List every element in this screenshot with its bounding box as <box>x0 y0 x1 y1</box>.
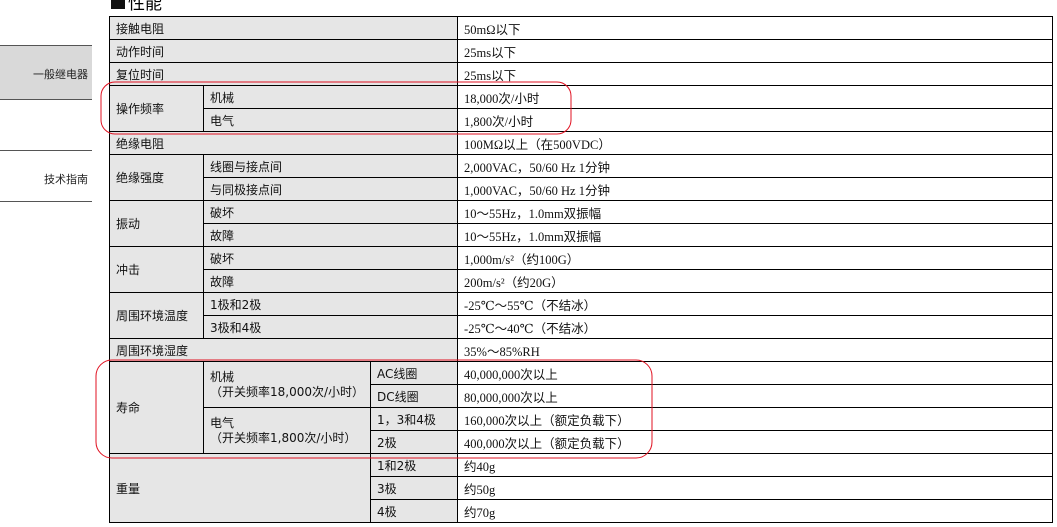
sub-label: 故障 <box>202 223 459 247</box>
sub-sub-label: 2极 <box>369 430 459 454</box>
sub-label: 1极和2极 <box>202 292 459 316</box>
row-label: 接触电阻 <box>108 16 459 40</box>
section-heading: 性能 <box>111 0 162 14</box>
row-value: 约40g <box>457 453 1053 477</box>
table-row: 故障 10～55Hz，1.0mm双振幅 <box>110 223 1053 247</box>
row-value: -25℃～40℃（不结冰） <box>457 315 1053 339</box>
table-row: 操作频率 机械 18,000次/小时 <box>109 85 1053 132</box>
row-value: 10～55Hz，1.0mm双振幅 <box>457 223 1053 247</box>
row-label: 复位时间 <box>108 62 459 86</box>
table-row: 寿命 机械 （开关频率18,000次/小时） AC线圈 40,000,000次以上 <box>109 361 1053 454</box>
sub-sub-label: 1和2极 <box>369 453 459 477</box>
sub-label: 破坏 <box>202 246 459 270</box>
row-value: 1,000m/s²（约100G） <box>457 246 1053 270</box>
row-value: 400,000次以上（额定负载下） <box>457 430 1053 454</box>
row-label: 周围环境湿度 <box>108 338 459 362</box>
row-value: 25ms以下 <box>457 39 1053 63</box>
table-row: 绝缘强度 线圈与接点间 2,000VAC，50/60 Hz 1分钟 <box>109 154 1053 201</box>
table-row: 冲击 破坏 1,000m/s²（约100G） <box>109 246 1053 293</box>
row-label: 绝缘强度 <box>109 154 204 201</box>
row-value: 40,000,000次以上 <box>457 361 1053 385</box>
row-label: 振动 <box>109 200 204 247</box>
sidebar-item-label: 技术指南 <box>44 173 88 186</box>
table-row: 4极 约70g <box>110 499 1053 523</box>
row-value: 160,000次以上（额定负载下） <box>457 407 1053 431</box>
table-row: 电气 （开关频率1,800次/小时） 1，3和4极 160,000次以上（额定负载下） <box>110 407 1053 454</box>
sub-label: 与同极接点间 <box>202 177 459 201</box>
sub-sub-label: 4极 <box>369 499 459 523</box>
heading-text: 性能 <box>128 0 162 14</box>
row-value: 约70g <box>457 499 1053 523</box>
sub-label-note: （开关频率18,000次/小时） <box>210 384 365 399</box>
sub-sub-label: DC线圈 <box>369 384 459 408</box>
row-label: 冲击 <box>109 246 204 293</box>
sidebar-item-general-relays[interactable]: 一般继电器 <box>0 45 92 100</box>
row-value: 200m/s²（约20G） <box>457 269 1053 293</box>
row-label: 绝缘电阻 <box>108 131 459 155</box>
sub-label: 电气 （开关频率1,800次/小时） <box>203 407 371 454</box>
sub-label-note: （开关频率1,800次/小时） <box>210 430 357 445</box>
row-value: 100MΩ以上（在500VDC） <box>457 131 1053 155</box>
divider <box>0 150 92 151</box>
row-value: 25ms以下 <box>457 62 1053 86</box>
row-value: 80,000,000次以上 <box>457 384 1053 408</box>
table-row: 故障 200m/s²（约20G） <box>110 269 1053 293</box>
sub-label: 线圈与接点间 <box>202 154 459 178</box>
table-row: 3极和4极 -25℃～40℃（不结冰） <box>110 315 1053 339</box>
table-row: 动作时间 25ms以下 <box>108 39 1053 63</box>
row-label: 周围环境温度 <box>109 292 204 339</box>
sidebar-item-label: 一般继电器 <box>33 68 88 81</box>
sub-sub-label: AC线圈 <box>369 361 459 385</box>
square-bullet-icon <box>111 0 125 9</box>
table-row: 与同极接点间 1,000VAC，50/60 Hz 1分钟 <box>110 177 1053 201</box>
row-value: 35%～85%RH <box>457 338 1053 362</box>
row-value: 1,000VAC，50/60 Hz 1分钟 <box>457 177 1053 201</box>
row-value: -25℃～55℃（不结冰） <box>457 292 1053 316</box>
sub-label-title: 电气 <box>210 415 235 430</box>
table-row: 绝缘电阻 100MΩ以上（在500VDC） <box>108 131 1053 155</box>
row-value: 2,000VAC，50/60 Hz 1分钟 <box>457 154 1053 178</box>
table-row: 振动 破坏 10～55Hz，1.0mm双振幅 <box>109 200 1053 247</box>
sub-label: 故障 <box>202 269 459 293</box>
sub-label: 机械 <box>202 85 459 109</box>
sub-sub-label: 1，3和4极 <box>369 407 459 431</box>
divider <box>0 201 92 202</box>
sub-label: 破坏 <box>202 200 459 224</box>
row-value: 10～55Hz，1.0mm双振幅 <box>457 200 1053 224</box>
row-label: 寿命 <box>109 361 204 454</box>
sub-sub-label: 3极 <box>369 476 459 500</box>
row-value: 约50g <box>457 476 1053 500</box>
sub-label: 电气 <box>202 108 459 132</box>
table-row: 电气 1,800次/小时 <box>110 108 1053 132</box>
row-value: 18,000次/小时 <box>457 85 1053 109</box>
row-label: 动作时间 <box>108 39 459 63</box>
row-value: 1,800次/小时 <box>457 108 1053 132</box>
row-value: 50mΩ以下 <box>457 16 1053 40</box>
sub-label: 机械 （开关频率18,000次/小时） <box>203 361 371 408</box>
table-row: 接触电阻 50mΩ以下 <box>108 16 1053 40</box>
sidebar-item-tech-guide[interactable]: 技术指南 <box>0 151 92 201</box>
table-row: 复位时间 25ms以下 <box>108 62 1053 86</box>
table-row: 重量 1和2极 约40g <box>109 453 1053 523</box>
row-label: 操作频率 <box>109 85 204 132</box>
sub-label: 3极和4极 <box>202 315 459 339</box>
sub-label-title: 机械 <box>210 369 235 384</box>
row-label: 重量 <box>109 453 371 523</box>
table-row: 周围环境温度 1极和2极 -25℃～55℃（不结冰） <box>109 292 1053 339</box>
table-row: 周围环境湿度 35%～85%RH <box>108 338 1053 362</box>
performance-table: 接触电阻 50mΩ以下 动作时间 25ms以下 复位时间 25ms以下 操作频率 机械 1… <box>108 16 1053 523</box>
